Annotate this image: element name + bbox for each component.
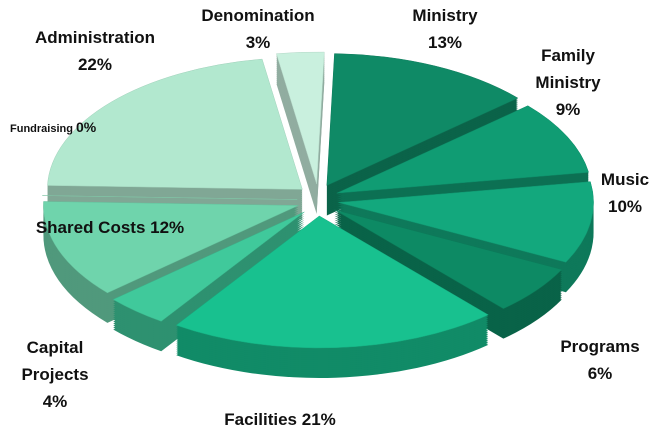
slice-label: Capital Projects 4% (5, 334, 105, 415)
slice (276, 51, 325, 185)
category-name: Facilities (224, 410, 297, 429)
category-name: Denomination (201, 6, 315, 25)
value-label: 3% (245, 33, 271, 52)
category-name: Family Ministry (535, 46, 601, 92)
category-name: Ministry (412, 6, 478, 25)
slice-label: Denomination 3% (201, 2, 314, 56)
slice (112, 211, 305, 322)
slice-group (276, 51, 325, 215)
slice-label: Music 10% (601, 166, 649, 220)
slice-group (175, 215, 489, 378)
slice (334, 209, 563, 309)
slice-label: Administration 22% (35, 24, 155, 78)
value-label: 0% (76, 119, 97, 135)
slice-group (42, 195, 298, 230)
value-label: 22% (77, 55, 113, 74)
category-name: Shared Costs (35, 218, 146, 237)
slice (326, 53, 519, 186)
category-name: Administration (35, 28, 155, 47)
slice-label: Ministry 13% (412, 2, 477, 56)
value-label: 21% (301, 410, 336, 429)
slice (175, 215, 489, 349)
value-label: 9% (555, 100, 581, 119)
slice (336, 105, 589, 194)
slice-label: Facilities 21% (224, 406, 336, 433)
category-name: Fundraising (10, 123, 73, 135)
category-name: Music (600, 170, 650, 189)
value-label: 12% (150, 218, 185, 237)
value-label: 10% (607, 197, 643, 216)
category-name: Programs (560, 337, 640, 356)
value-label: 6% (587, 364, 613, 383)
slice-label: Programs 6% (560, 333, 639, 387)
slice-label: Fundraising 0% (10, 114, 96, 143)
value-label: 4% (42, 392, 68, 411)
slice (338, 181, 594, 263)
category-name: Capital Projects (21, 338, 89, 384)
slice-label: Family Ministry 9% (523, 42, 613, 123)
value-label: 13% (427, 33, 463, 52)
slice (42, 195, 298, 200)
slice-group (47, 58, 303, 220)
slice (47, 58, 303, 190)
slice (43, 201, 299, 294)
slice-label: Shared Costs 12% (36, 214, 184, 241)
slice-group (43, 201, 299, 323)
